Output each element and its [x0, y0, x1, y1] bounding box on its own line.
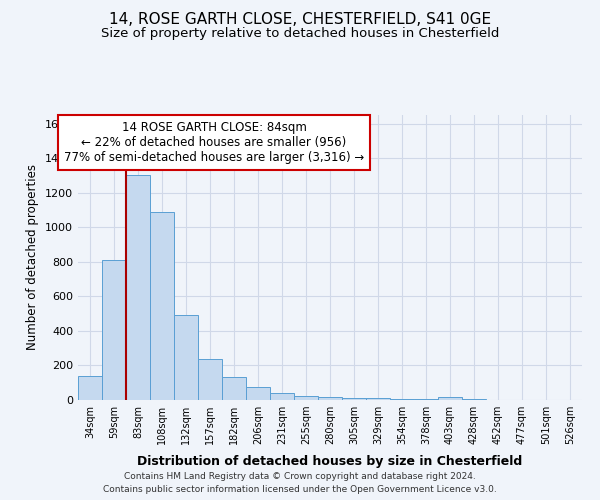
Bar: [246, 387, 270, 400]
Bar: [174, 316, 198, 400]
Text: Size of property relative to detached houses in Chesterfield: Size of property relative to detached ho…: [101, 28, 499, 40]
Text: 14, ROSE GARTH CLOSE, CHESTERFIELD, S41 0GE: 14, ROSE GARTH CLOSE, CHESTERFIELD, S41 …: [109, 12, 491, 28]
Bar: [366, 398, 390, 400]
Bar: [390, 398, 414, 400]
Bar: [342, 398, 366, 400]
Bar: [318, 398, 342, 400]
Bar: [294, 396, 318, 400]
X-axis label: Distribution of detached houses by size in Chesterfield: Distribution of detached houses by size …: [137, 456, 523, 468]
Bar: [126, 176, 150, 400]
Bar: [150, 212, 174, 400]
Bar: [102, 260, 126, 400]
Bar: [438, 398, 462, 400]
Bar: [414, 399, 438, 400]
Text: 14 ROSE GARTH CLOSE: 84sqm
← 22% of detached houses are smaller (956)
77% of sem: 14 ROSE GARTH CLOSE: 84sqm ← 22% of deta…: [64, 120, 364, 164]
Bar: [222, 376, 246, 400]
Bar: [78, 376, 102, 400]
Text: Contains HM Land Registry data © Crown copyright and database right 2024.: Contains HM Land Registry data © Crown c…: [124, 472, 476, 481]
Y-axis label: Number of detached properties: Number of detached properties: [26, 164, 40, 350]
Bar: [270, 392, 294, 400]
Text: Contains public sector information licensed under the Open Government Licence v3: Contains public sector information licen…: [103, 485, 497, 494]
Bar: [198, 360, 222, 400]
